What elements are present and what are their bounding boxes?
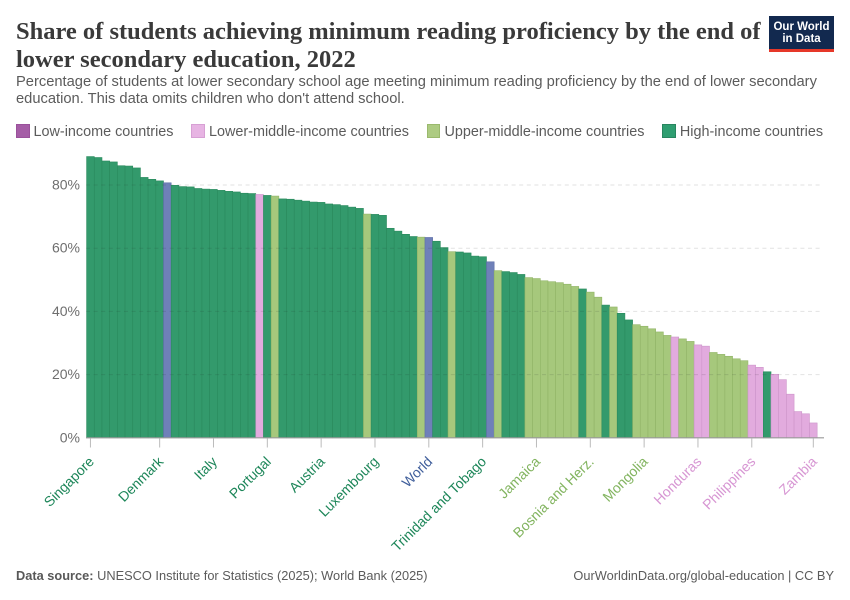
svg-text:World: World	[398, 453, 435, 490]
svg-text:60%: 60%	[52, 240, 80, 256]
svg-text:Austria: Austria	[286, 453, 328, 495]
svg-text:Zambia: Zambia	[776, 453, 820, 497]
svg-text:20%: 20%	[52, 366, 80, 382]
svg-text:0%: 0%	[60, 429, 80, 445]
svg-text:Mongolia: Mongolia	[599, 453, 651, 505]
svg-text:Italy: Italy	[191, 453, 220, 482]
svg-text:Jamaica: Jamaica	[495, 453, 543, 501]
svg-text:Singapore: Singapore	[41, 453, 98, 510]
svg-text:Portugal: Portugal	[226, 453, 274, 501]
svg-text:Honduras: Honduras	[650, 453, 704, 507]
svg-text:80%: 80%	[52, 177, 80, 193]
svg-text:Philippines: Philippines	[699, 453, 758, 512]
svg-text:Trinidad and Tobago: Trinidad and Tobago	[388, 453, 489, 554]
svg-text:40%: 40%	[52, 303, 80, 319]
svg-text:Denmark: Denmark	[115, 453, 167, 505]
